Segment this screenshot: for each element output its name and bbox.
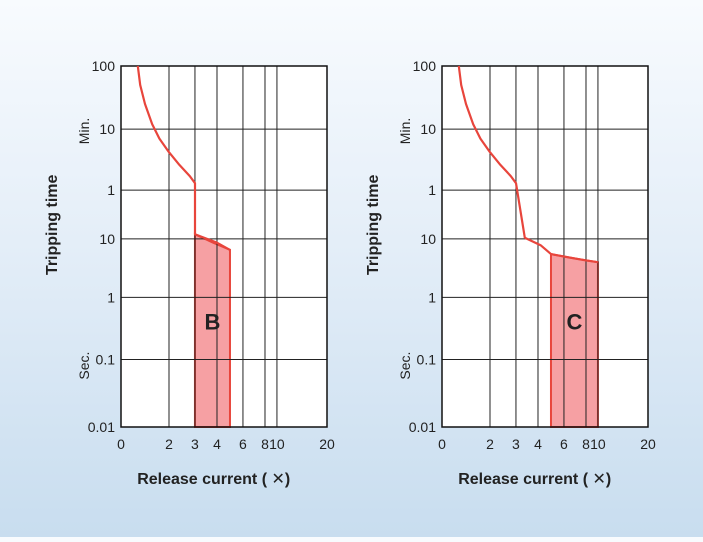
y-tick-label: 1 <box>428 289 436 305</box>
x-tick-label: 10 <box>269 436 285 452</box>
x-tick-label: 20 <box>319 436 335 452</box>
y-label-seconds: Sec. <box>397 352 413 380</box>
y-axis-title: Tripping time <box>365 175 382 276</box>
x-tick-label: 6 <box>560 436 568 452</box>
y-axis-title: Tripping time <box>44 175 61 276</box>
x-tick-label: 4 <box>534 436 542 452</box>
x-axis-title: Release current ( ✕) <box>458 471 611 488</box>
y-tick-label: 1 <box>107 182 115 198</box>
x-tick-label: 0 <box>117 436 125 452</box>
y-tick-label: 1 <box>428 182 436 198</box>
y-tick-label: 10 <box>420 231 436 247</box>
plot-background <box>442 66 648 427</box>
band-label: B <box>205 310 221 335</box>
x-axis-title: Release current ( ✕) <box>137 471 290 488</box>
plot-frame <box>120 65 328 428</box>
x-tick-label: 3 <box>512 436 520 452</box>
y-label-minutes: Min. <box>397 118 413 144</box>
x-tick-label: 2 <box>165 436 173 452</box>
x-tick-label: 2 <box>486 436 494 452</box>
y-label-minutes: Min. <box>76 118 92 144</box>
y-label-seconds: Sec. <box>76 352 92 380</box>
tripping-curve <box>136 65 231 251</box>
x-tick-label: 0 <box>438 436 446 452</box>
y-tick-label: 10 <box>99 121 115 137</box>
y-tick-label: 10 <box>420 121 436 137</box>
y-tick-label: 0.01 <box>409 419 436 435</box>
y-tick-label: 0.1 <box>96 351 116 367</box>
y-tick-label: 0.1 <box>417 351 437 367</box>
x-axis-unit-glyph: ✕) <box>271 471 290 488</box>
y-tick-label: 100 <box>413 58 437 74</box>
y-tick-label: 1 <box>107 289 115 305</box>
x-tick-label: 3 <box>191 436 199 452</box>
y-tick-label: 100 <box>92 58 116 74</box>
y-tick-label: 0.01 <box>88 419 115 435</box>
trip-band-c <box>549 252 599 428</box>
x-tick-label: 6 <box>239 436 247 452</box>
x-tick-label: 8 <box>582 436 590 452</box>
x-axis-title-text: Release current ( <box>137 471 271 488</box>
plot-frame <box>441 65 649 428</box>
x-tick-label: 4 <box>213 436 221 452</box>
x-tick-label: 20 <box>640 436 656 452</box>
x-axis-unit-glyph: ✕) <box>592 471 611 488</box>
x-tick-label: 10 <box>590 436 606 452</box>
x-tick-label: 8 <box>261 436 269 452</box>
x-axis-title-text: Release current ( <box>458 471 592 488</box>
tripping-curve <box>457 65 599 264</box>
band-label: C <box>567 310 583 335</box>
y-tick-label: 10 <box>99 231 115 247</box>
